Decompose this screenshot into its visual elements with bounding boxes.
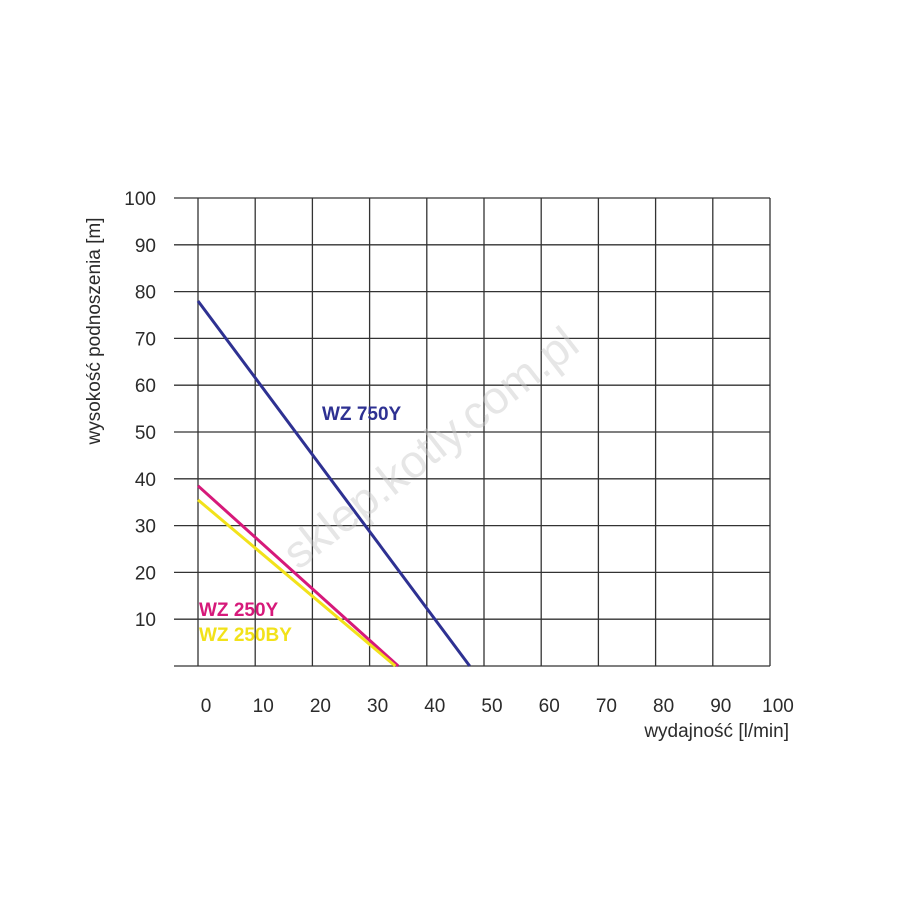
x-tick-label: 0 [201,696,212,717]
x-axis-label: wydajność [l/min] [643,721,789,742]
y-axis-label: wysokość podnoszenia [m] [84,217,105,445]
series-lines [196,300,471,668]
y-axis-ticks: 10 20 30 40 50 60 70 80 90 100 [124,189,156,631]
x-axis-ticks: 0 10 20 30 40 50 60 70 80 90 100 [201,696,794,717]
y-tick-label: 40 [135,470,156,491]
series-label: WZ 250Y [199,600,279,621]
series-labels: WZ 750Y WZ 250Y WZ 250BY [199,404,402,646]
x-tick-label: 50 [481,696,502,717]
y-tick-label: 30 [135,517,156,538]
x-tick-label: 80 [653,696,674,717]
series-line [197,498,397,668]
y-tick-label: 60 [135,376,156,397]
y-tick-label: 10 [135,610,156,631]
y-tick-label: 90 [135,236,156,257]
x-tick-label: 20 [310,696,331,717]
watermark: sklep.kotly.com.pl [272,316,587,578]
y-tick-label: 20 [135,563,156,584]
x-tick-label: 40 [424,696,445,717]
y-tick-label: 50 [135,423,156,444]
x-tick-label: 10 [253,696,274,717]
series-label: WZ 750Y [322,404,402,425]
grid [174,197,771,667]
y-tick-label: 80 [135,283,156,304]
y-tick-label: 70 [135,329,156,350]
series-line [196,300,471,667]
y-tick-label: 100 [124,189,156,210]
x-tick-label: 90 [710,696,731,717]
x-tick-label: 60 [539,696,560,717]
x-tick-label: 100 [762,696,794,717]
series-line [196,484,400,668]
x-tick-label: 30 [367,696,388,717]
x-tick-label: 70 [596,696,617,717]
series-label: WZ 250BY [199,625,292,646]
